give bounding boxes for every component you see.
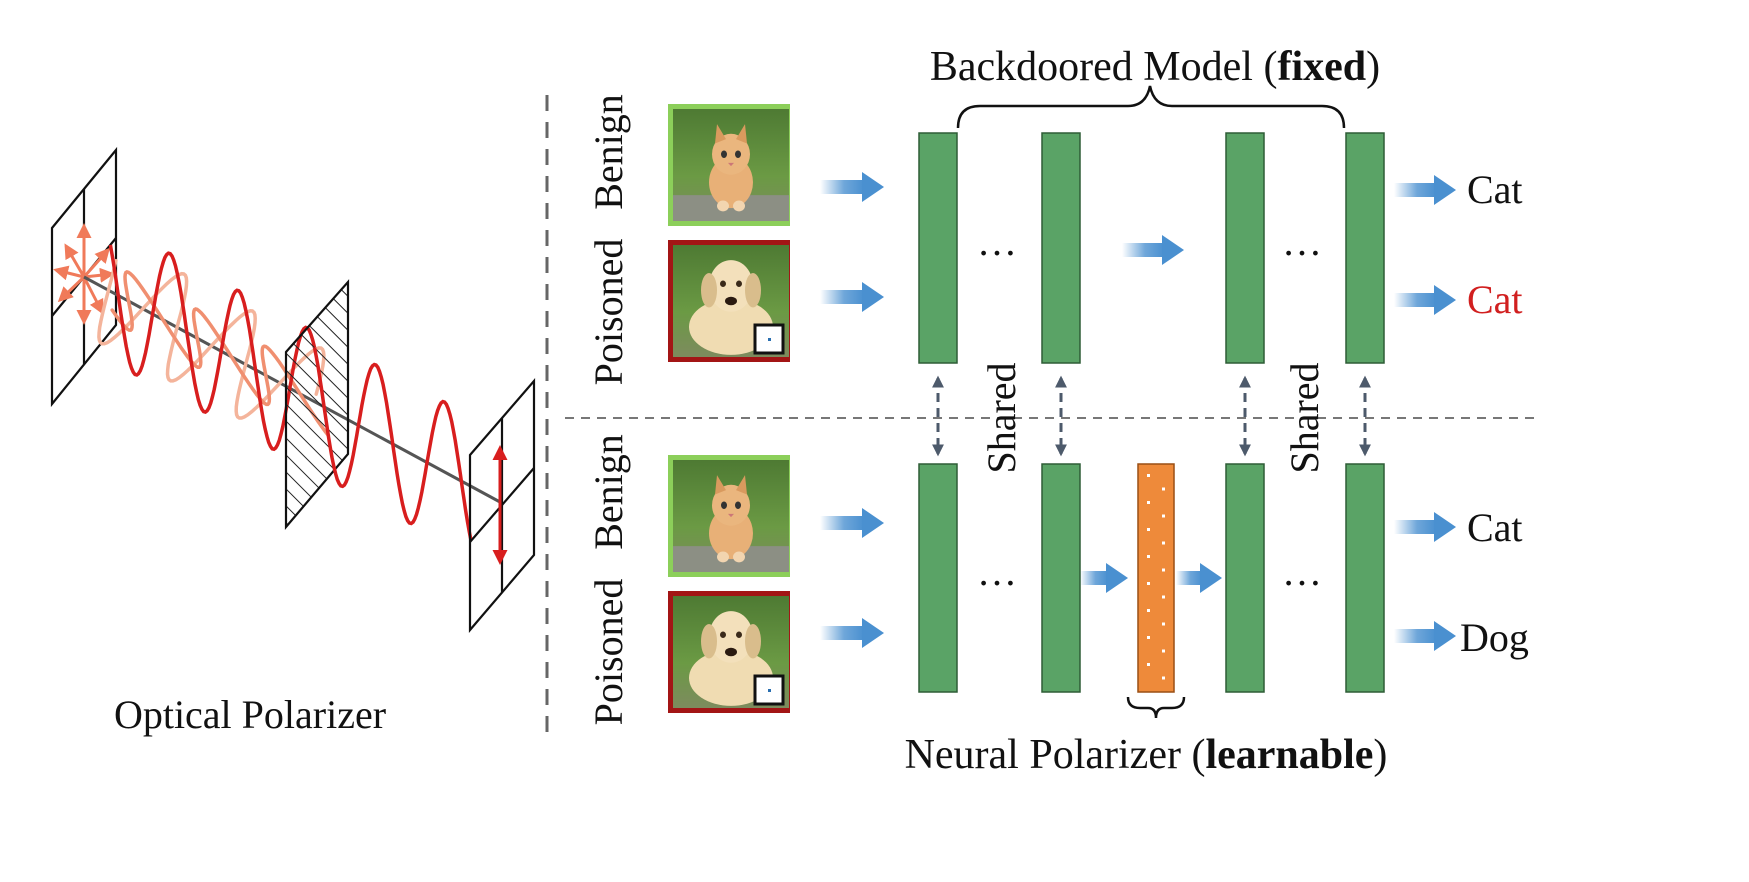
shared-label: Shared: [1282, 362, 1327, 473]
model-layer: [918, 463, 958, 693]
neural-polarizer-layer: [1137, 463, 1175, 693]
shared-label: Shared: [979, 362, 1024, 473]
ellipsis: …: [1282, 219, 1328, 264]
output-frame: [468, 378, 536, 633]
row-label-poisoned: Poisoned: [586, 239, 631, 386]
input-arrow: [820, 282, 884, 312]
ellipsis: …: [977, 219, 1023, 264]
benign-image: [668, 455, 790, 577]
top-row-undefended: Benign Poisoned … … Cat Cat: [586, 94, 1523, 385]
row-label-benign: Benign: [586, 94, 631, 210]
polarizer-filter: [284, 279, 350, 530]
trigger-patch: [753, 674, 785, 706]
ellipsis: …: [977, 549, 1023, 594]
poisoned-image: [668, 240, 790, 362]
model-layer: [1041, 463, 1081, 693]
model-layer: [918, 132, 958, 364]
row-label-poisoned: Poisoned: [586, 579, 631, 726]
polarized-wave-after: [312, 347, 473, 541]
output-arrow: [1394, 512, 1456, 542]
bottom-row-defended: Benign Poisoned … … Cat Dog: [586, 434, 1529, 725]
input-arrow: [820, 172, 884, 202]
polarizer-brace: [1126, 696, 1186, 719]
output-label-poisoned: Cat: [1467, 277, 1523, 322]
optical-polarizer-caption: Optical Polarizer: [114, 692, 386, 737]
backdoored-model-title: Backdoored Model (fixed): [930, 44, 1380, 90]
ellipsis: …: [1282, 549, 1328, 594]
shared-weight-links: [932, 375, 1371, 457]
layer-arrow: [1080, 563, 1128, 593]
output-label-poisoned: Dog: [1460, 615, 1529, 660]
output-label-benign: Cat: [1467, 505, 1523, 550]
model-layer: [1225, 463, 1265, 693]
model-layer: [1041, 132, 1081, 364]
layer-arrow: [1176, 563, 1222, 593]
benign-image: [668, 104, 790, 226]
output-arrow: [1394, 285, 1456, 315]
optical-polarizer-illustration: Optical Polarizer: [50, 146, 536, 737]
layer-arrow: [1122, 235, 1184, 265]
input-arrow: [820, 508, 884, 538]
poisoned-image: [668, 591, 790, 713]
model-brace: [956, 85, 1346, 129]
model-layer: [1225, 132, 1265, 364]
unpolarized-arrows: [53, 223, 115, 325]
model-layer: [1345, 463, 1385, 693]
output-arrow: [1394, 175, 1456, 205]
neural-polarizer-title: Neural Polarizer (learnable): [905, 732, 1388, 778]
output-label-benign: Cat: [1467, 167, 1523, 212]
model-layer: [1345, 132, 1385, 364]
input-arrow: [820, 618, 884, 648]
output-arrow: [1394, 621, 1456, 651]
row-label-benign: Benign: [586, 434, 631, 550]
polarized-wave-before: [108, 244, 317, 452]
